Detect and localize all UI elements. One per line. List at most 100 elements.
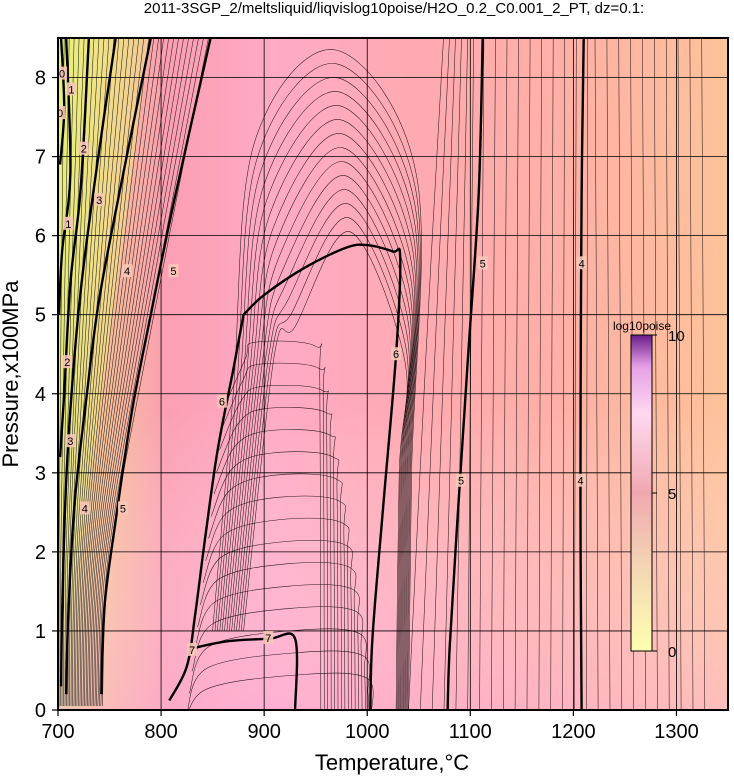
thin-contour-line [202, 517, 350, 710]
thin-contour-line [586, 38, 589, 710]
thin-contour-line [224, 340, 322, 710]
thin-contour-line [96, 38, 189, 707]
thin-contour-line [654, 38, 658, 710]
thin-contour-line [221, 105, 418, 710]
thin-contour-line [538, 38, 542, 710]
contour-label-bg [117, 501, 128, 515]
y-axis-title: Pressure,x100MPa [0, 280, 23, 468]
x-tick-label: 800 [144, 721, 177, 743]
contour-label: 4 [579, 258, 585, 270]
thin-contour-line [243, 231, 408, 710]
thin-contour-line [420, 38, 450, 710]
contour-label: 3 [67, 436, 73, 448]
thin-contour-line [91, 38, 174, 707]
contour-label-bg [79, 501, 90, 515]
contour-label: 4 [124, 266, 130, 278]
contour-label: 5 [170, 266, 176, 278]
colorbar-tick-label: 5 [668, 486, 676, 503]
thin-contour-line [75, 38, 120, 707]
contour-label-bg [65, 434, 76, 448]
contour-label-bg [477, 256, 488, 270]
contour-label-bg [66, 82, 77, 96]
thin-contour-line [191, 606, 364, 710]
contour-label: 6 [219, 397, 225, 409]
thin-contour-line [81, 38, 140, 707]
thin-contour-line [562, 38, 565, 710]
contour-label: 7 [265, 633, 271, 645]
contour-label-bg [263, 631, 274, 645]
contour-label: 2 [64, 357, 70, 369]
y-tick-label: 0 [35, 700, 46, 722]
thin-contour-line [94, 38, 184, 707]
contour-label: 4 [578, 476, 584, 488]
thin-contour-line [618, 38, 623, 710]
thin-contour-line [79, 38, 135, 707]
y-axis: 0 1 2 3 4 5 6 7 8 [35, 68, 58, 722]
thin-contour-line [689, 38, 694, 710]
contour-label-bg [187, 642, 197, 656]
thin-contour-line [99, 38, 199, 707]
contour-label: 0 [59, 69, 65, 81]
contour-5 [446, 38, 484, 710]
y-tick-label: 2 [35, 542, 46, 564]
thin-contour-line [213, 429, 336, 710]
thin-contour-line [90, 38, 169, 707]
contour-label-bg [58, 66, 68, 80]
thin-contour-line [226, 133, 416, 710]
x-axis: 700 800 900 1000 1100 1200 1300 [41, 710, 699, 743]
thin-contour-line [97, 38, 194, 707]
thin-contour-line [216, 407, 333, 710]
colorbar-title: log10poise [613, 319, 671, 333]
contour-label-bg [63, 216, 74, 230]
thin-contour-line [84, 38, 150, 707]
thin-contour-line [187, 650, 370, 710]
y-tick-label: 5 [35, 305, 46, 327]
contour-4 [65, 38, 152, 695]
thin-contour-line [224, 119, 417, 710]
contour-label-bg [78, 141, 89, 155]
contour-label: 5 [480, 258, 486, 270]
grid-lines [58, 38, 728, 710]
major-contours [58, 38, 585, 710]
colorbar-tick-label: 0 [668, 644, 676, 661]
contour-2 [58, 38, 91, 458]
thin-contour-line [219, 91, 419, 710]
thin-contour-line [606, 38, 611, 710]
thin-contour-line [69, 38, 100, 707]
low-pressure-shading [58, 38, 728, 710]
colorbar: log10poise 0 5 10 [613, 319, 685, 661]
thin-contour-line [210, 451, 340, 710]
thin-contour-line [219, 385, 329, 710]
contour-label: 5 [120, 503, 126, 515]
x-tick-label: 1200 [551, 721, 596, 743]
contour-label-bg [216, 394, 227, 408]
thin-contour-line [205, 495, 346, 710]
contour-label-bg [575, 473, 586, 487]
contour-label-bg [576, 256, 587, 270]
colorbar-ticks: 0 5 10 [652, 328, 685, 661]
thin-contour-line [443, 38, 462, 710]
contour-label-bg [122, 264, 133, 278]
thin-contour-line [240, 217, 409, 710]
x-tick-label: 1000 [345, 721, 390, 743]
thin-contour-line [550, 38, 554, 710]
thin-contour-line [431, 38, 456, 710]
thin-contour-line [87, 38, 159, 707]
thin-contour-line [72, 38, 110, 707]
thin-contour-line [76, 38, 125, 707]
y-tick-label: 3 [35, 463, 46, 485]
contour-label-bg [94, 193, 105, 207]
thin-contour-line [63, 38, 80, 707]
thin-contour-line [78, 38, 130, 707]
colorbar-tick-label: 10 [668, 328, 685, 345]
contour-label: 3 [96, 195, 102, 207]
thin-contour-line [526, 38, 531, 710]
thin-contour-line [217, 77, 420, 710]
thin-contour-line [491, 38, 496, 710]
contour-label-bg [391, 347, 402, 361]
colorbar-gradient [630, 334, 653, 652]
contour-label-bg [168, 264, 179, 278]
thin-contour-line [231, 161, 413, 710]
